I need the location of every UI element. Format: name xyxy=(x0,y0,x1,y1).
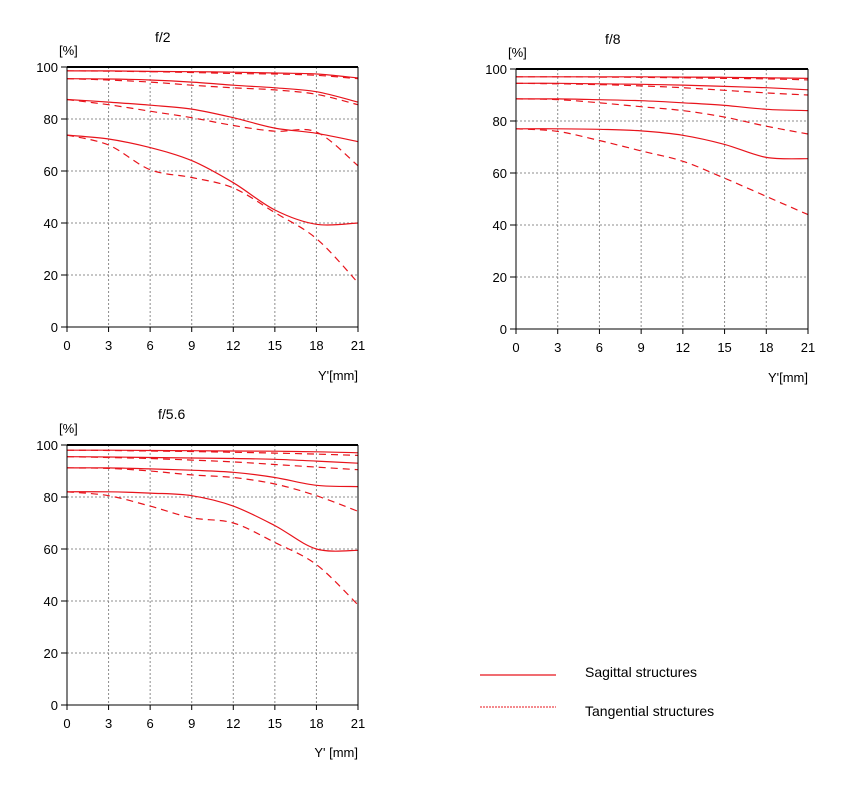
y-tick-label: 100 xyxy=(36,438,58,453)
x-tick-label: 0 xyxy=(63,716,70,731)
x-tick-label: 15 xyxy=(268,716,282,731)
y-tick-label: 80 xyxy=(493,114,507,129)
mtf-curve-10-lp-mm-sagittal xyxy=(515,82,809,91)
x-tick-label: 9 xyxy=(188,338,195,353)
y-axis-unit-label: [%] xyxy=(59,421,78,436)
mtf-curve-10-lp-mm-sagittal xyxy=(66,78,359,103)
mtf-curve-40-lp-mm-sagittal xyxy=(66,491,359,552)
x-axis-label: Y'[mm] xyxy=(318,368,358,383)
chart-panel-f8: f/8 [%] 0 20 40 60 80 100 0 3 6 9 12 15 18 21 Y'[mm] xyxy=(485,31,815,385)
y-tick-label: 40 xyxy=(44,594,58,609)
y-tick-label: 60 xyxy=(44,164,58,179)
x-tick-label: 18 xyxy=(309,716,323,731)
mtf-curve-10-lp-mm-sagittal xyxy=(66,456,359,464)
y-tick-label: 80 xyxy=(44,490,58,505)
mtf-curve-10-lp-mm-tangential xyxy=(66,78,359,106)
x-tick-label: 21 xyxy=(351,716,365,731)
mtf-curve-5-lp-mm-sagittal xyxy=(67,449,359,454)
x-axis-label: Y'[mm] xyxy=(768,370,808,385)
mtf-curve-5-lp-mm-tangential xyxy=(516,76,809,81)
mtf-curve-20-lp-mm-tangential xyxy=(66,467,359,512)
x-tick-label: 15 xyxy=(717,340,731,355)
y-tick-label: 100 xyxy=(485,62,507,77)
x-tick-label: 9 xyxy=(638,340,645,355)
legend-label-sagittal: Sagittal structures xyxy=(585,664,697,680)
x-tick-label: 12 xyxy=(226,716,240,731)
x-tick-label: 12 xyxy=(676,340,690,355)
x-tick-label: 0 xyxy=(63,338,70,353)
mtf-curve-5-lp-mm-sagittal xyxy=(66,70,359,79)
x-tick-label: 3 xyxy=(105,716,112,731)
y-tick-label: 20 xyxy=(44,268,58,283)
x-tick-label: 3 xyxy=(105,338,112,353)
mtf-curve-40-lp-mm-sagittal xyxy=(66,134,359,226)
mtf-curve-10-lp-mm-tangential xyxy=(66,456,359,471)
chart-title: f/2 xyxy=(155,29,171,45)
y-tick-label: 20 xyxy=(493,270,507,285)
y-tick-label: 80 xyxy=(44,112,58,127)
y-tick-label: 0 xyxy=(500,322,507,337)
x-tick-label: 9 xyxy=(188,716,195,731)
x-tick-label: 18 xyxy=(759,340,773,355)
y-tick-label: 0 xyxy=(51,320,58,335)
mtf-curve-5-lp-mm-tangential xyxy=(66,449,359,456)
mtf-curve-20-lp-mm-sagittal xyxy=(515,98,809,112)
chart-panel-f5-6: f/5.6 [%] 0 20 40 60 80 100 0 3 6 9 12 15 18 21 Y' [mm] xyxy=(36,406,365,760)
chart-title: f/5.6 xyxy=(158,406,185,422)
mtf-curve-20-lp-mm-tangential xyxy=(515,98,809,135)
mtf-curve-40-lp-mm-sagittal xyxy=(515,128,809,160)
y-axis-unit-label: [%] xyxy=(59,43,78,58)
x-tick-label: 21 xyxy=(801,340,815,355)
x-tick-label: 6 xyxy=(147,716,154,731)
chart-panel-f2: f/2 [%] 0 20 40 60 80 100 0 3 6 9 12 15 18 21 Y'[mm] xyxy=(36,29,365,383)
x-tick-label: 3 xyxy=(554,340,561,355)
x-tick-label: 18 xyxy=(309,338,323,353)
y-tick-label: 60 xyxy=(44,542,58,557)
y-tick-label: 0 xyxy=(51,698,58,713)
x-tick-label: 6 xyxy=(596,340,603,355)
x-tick-label: 0 xyxy=(512,340,519,355)
x-axis-label: Y' [mm] xyxy=(314,745,358,760)
mtf-curve-20-lp-mm-tangential xyxy=(66,98,359,167)
mtf-curve-20-lp-mm-sagittal xyxy=(66,467,359,488)
y-tick-label: 100 xyxy=(36,60,58,75)
x-tick-label: 15 xyxy=(268,338,282,353)
x-tick-label: 21 xyxy=(351,338,365,353)
mtf-curve-20-lp-mm-sagittal xyxy=(66,98,359,143)
y-tick-label: 60 xyxy=(493,166,507,181)
chart-title: f/8 xyxy=(605,31,621,47)
x-tick-label: 6 xyxy=(147,338,154,353)
mtf-curve-10-lp-mm-tangential xyxy=(515,82,809,96)
mtf-curve-40-lp-mm-tangential xyxy=(515,128,809,216)
mtf-curve-40-lp-mm-tangential xyxy=(66,491,359,606)
y-axis-unit-label: [%] xyxy=(508,45,527,60)
y-tick-label: 20 xyxy=(44,646,58,661)
x-tick-label: 12 xyxy=(226,338,240,353)
mtf-curve-5-lp-mm-sagittal xyxy=(516,76,809,79)
y-tick-label: 40 xyxy=(44,216,58,231)
chart-legend: Sagittal structures Tangential structure… xyxy=(480,664,714,719)
legend-label-tangential: Tangential structures xyxy=(585,703,714,719)
mtf-curve-40-lp-mm-tangential xyxy=(66,134,359,284)
mtf-curve-5-lp-mm-tangential xyxy=(66,70,359,80)
y-tick-label: 40 xyxy=(493,218,507,233)
